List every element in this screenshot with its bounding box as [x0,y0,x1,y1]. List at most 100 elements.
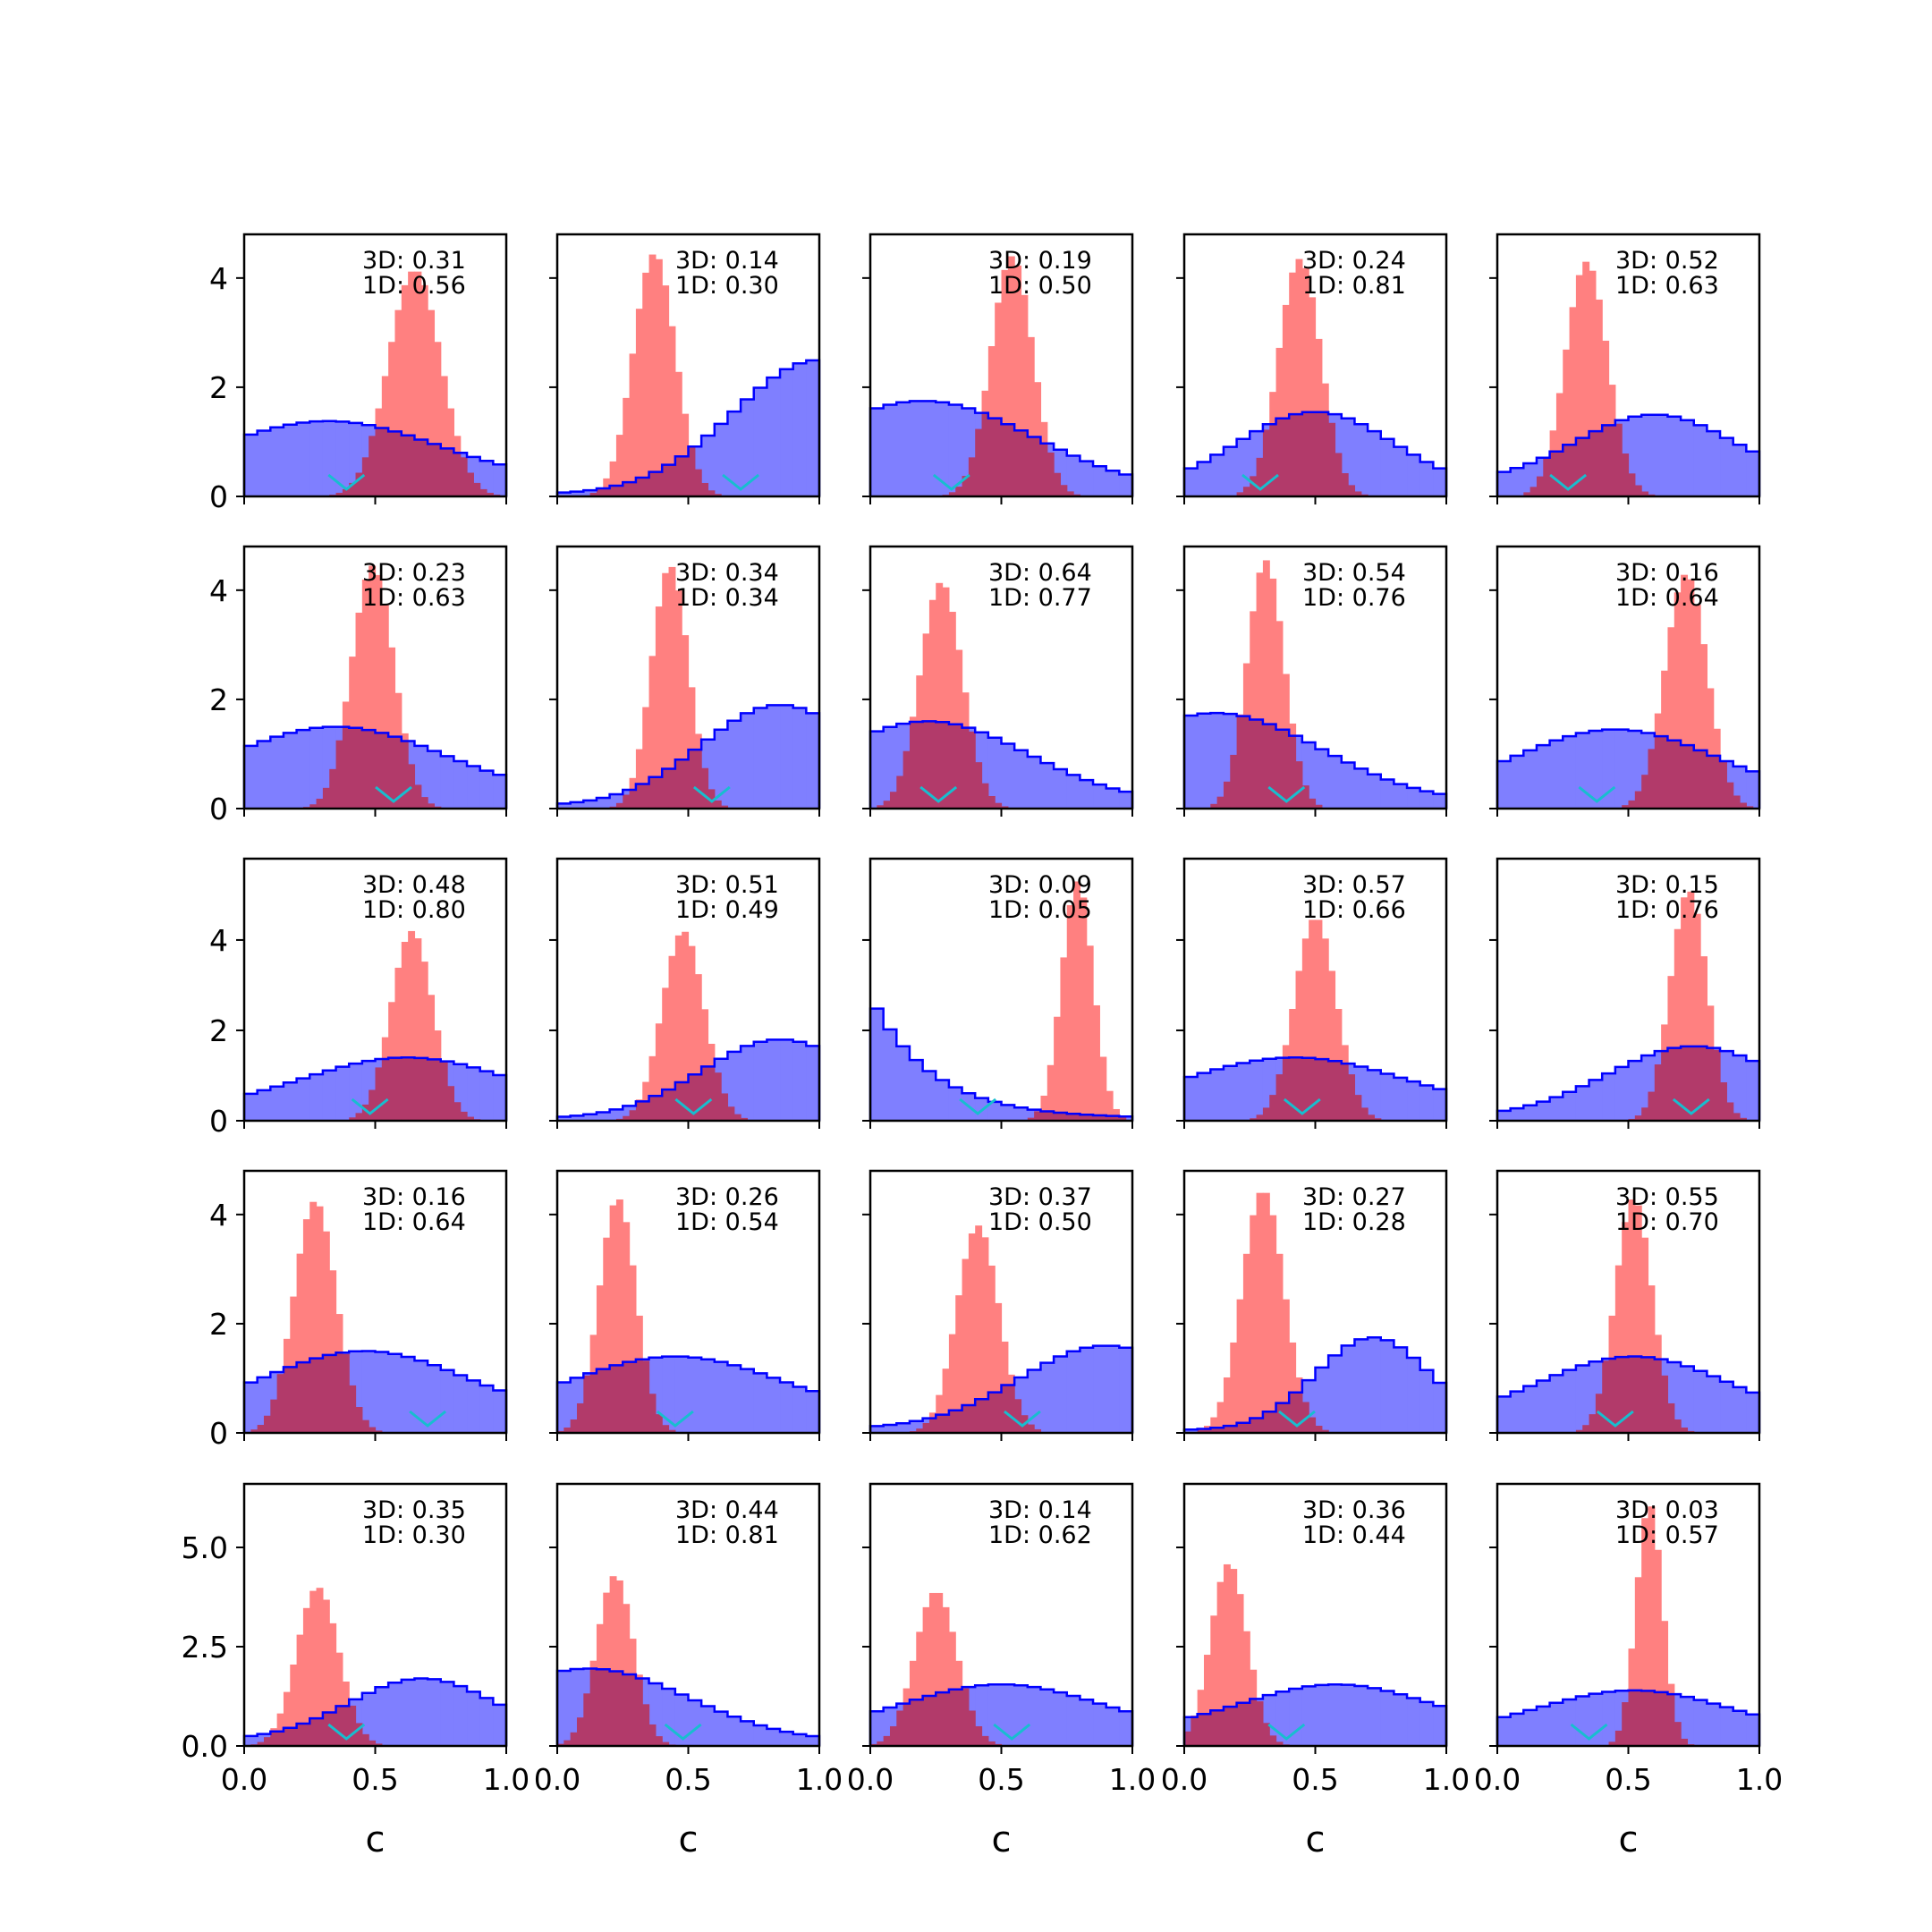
overlap-bin [1014,1399,1022,1433]
blue-bin [714,1361,729,1433]
blue-bin [1106,1707,1120,1746]
blue-bin [557,1382,572,1433]
blue-bin [987,1684,1003,1746]
red-bin [909,1660,917,1700]
y-tick-label: 0 [209,1416,228,1451]
overlap-bin [1368,1114,1376,1121]
y-tick-label: 4 [209,1198,228,1233]
annotation-1d: 1D: 0.70 [1615,1208,1719,1236]
blue-bin [388,1353,402,1433]
overlap-bin [1661,736,1669,809]
annotation-3d: 3D: 0.36 [1302,1496,1406,1524]
blue-bin [1289,1688,1303,1746]
overlap-bin [361,1733,369,1746]
red-bin [276,1713,284,1732]
red-bin [948,1631,956,1690]
blue-bin [1080,1699,1094,1746]
blue-bin [1549,1097,1563,1121]
blue-step-outline [869,720,1134,809]
red-bin [995,1302,1003,1393]
blue-bin [792,1733,807,1746]
blue-bin [493,1075,507,1121]
red-bin [668,955,676,1090]
red-bin [648,254,657,472]
blue-bin [727,1365,741,1433]
annotation-3d: 3D: 0.09 [988,871,1092,899]
overlap-bin [916,721,924,809]
red-bin [1700,644,1707,750]
annotation-3d: 3D: 0.54 [1302,559,1406,587]
annotation-3d: 3D: 0.57 [1302,871,1406,899]
red-bin [1321,938,1329,1060]
overlap-bin [589,1668,597,1746]
blue-bin [1341,762,1356,809]
blue-bin [1589,1080,1603,1121]
overlap-bin [902,750,911,809]
x-tick-label: 0.5 [1605,1762,1651,1797]
overlap-bin [642,1704,650,1746]
overlap-bin [1582,437,1590,496]
overlap-bin [1282,1057,1290,1121]
overlap-bin [276,1731,284,1746]
red-bin [1674,592,1682,741]
red-bin [375,408,383,428]
annotation-3d: 3D: 0.37 [988,1183,1092,1211]
overlap-bin [968,457,976,496]
blue-bin [1066,1351,1080,1433]
overlap-bin [975,1399,983,1433]
overlap-bin [1256,457,1264,496]
blue-bin [1380,1073,1394,1121]
overlap-bin [1648,1357,1656,1433]
red-bin [1654,713,1662,737]
red-bin [1341,1045,1349,1064]
overlap-bin [1726,782,1734,809]
x-tick-label: 0.5 [665,1762,711,1797]
blue-bin [1575,1696,1590,1746]
overlap-bin [1628,473,1636,496]
overlap-bin [909,721,917,809]
marker [1578,785,1616,803]
blue-bin [1328,756,1343,809]
overlap-bin [1687,1046,1695,1121]
overlap-bin [361,730,369,809]
blue-bin [1394,1077,1408,1121]
blue-bin [244,1382,258,1433]
red-bin [1661,1024,1669,1052]
overlap-bin [1641,1107,1649,1121]
annotation-1d: 1D: 0.77 [988,584,1092,612]
overlap-bin [1295,1057,1303,1121]
overlap-bin [674,456,682,496]
blue-bin [467,766,481,809]
blue-bin [375,1352,389,1433]
blue-bin [257,741,271,809]
blue-bin [467,1691,481,1746]
blue-bin [1497,1110,1512,1121]
overlap-bin [635,784,643,809]
blue-bin [570,801,584,809]
overlap-bin [1250,1118,1258,1121]
overlap-bin [1216,1428,1224,1433]
overlap-bin [721,1093,729,1121]
blue-bin [440,1682,454,1746]
blue-bin [388,1682,402,1746]
red-bin [1230,1342,1238,1427]
red-bin [335,1652,343,1707]
overlap-bin [987,1741,996,1746]
red-bin [642,272,650,479]
overlap-bin [1713,1049,1721,1121]
blue-step-outline [1496,728,1761,809]
overlap-bin [1328,1061,1336,1121]
blue-bin [1563,1369,1577,1433]
red-bin [420,284,428,440]
blue-bin [1315,749,1329,809]
overlap-bin [1223,1426,1231,1433]
blue-bin [870,1008,885,1121]
blue-bin [1380,438,1394,496]
red-bin [1066,904,1074,1114]
overlap-bin [609,486,617,496]
blue-bin [1001,743,1015,809]
x-tick-label: 1.0 [483,1762,530,1797]
